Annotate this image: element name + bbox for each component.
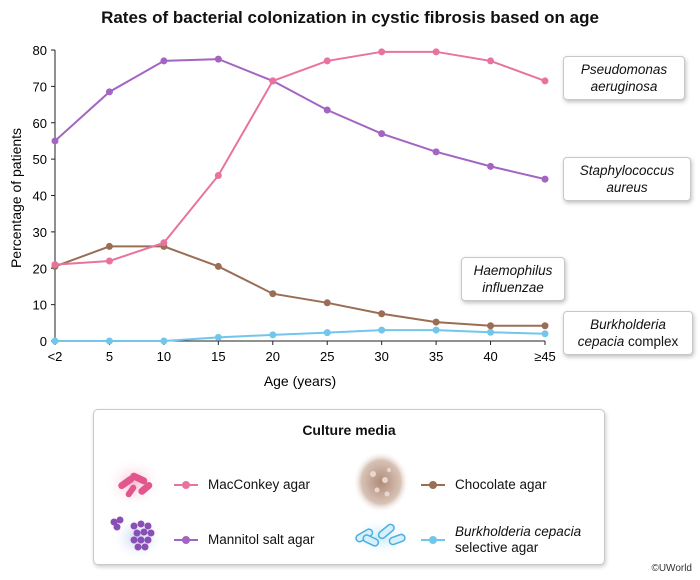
y-tick-label: 80 (33, 43, 47, 58)
x-tick-label: ≥45 (534, 349, 556, 364)
legend-label-macconkey: MacConkey agar (208, 477, 311, 492)
data-point-2-4 (269, 290, 277, 298)
data-point-3-5 (323, 329, 331, 337)
rod-bacteria-icon (105, 458, 163, 508)
data-point-2-1 (105, 242, 113, 250)
x-tick-label: 5 (106, 349, 113, 364)
blue-rod-bacteria-icon (350, 517, 412, 557)
y-tick-label: 0 (40, 334, 47, 349)
legend-label-burkholderia-rest: selective agar (455, 540, 539, 555)
data-point-1-1 (105, 88, 113, 96)
x-tick-label: <2 (48, 349, 63, 364)
data-point-1-6 (378, 130, 386, 138)
data-point-3-8 (487, 328, 495, 336)
legend-swatch-burkholderia (421, 536, 445, 544)
line-chart: 0 10 20 30 40 50 60 70 80 <2 5 10 15 20 25 30 35 40 ≥45 Ag… (8, 43, 556, 389)
data-point-0-1 (105, 257, 113, 265)
x-tick-label: 20 (266, 349, 280, 364)
y-axis-label: Percentage of patients (8, 128, 24, 268)
series-lines (51, 48, 549, 345)
callout-burkholderia-line1: Burkholderia (590, 317, 666, 332)
data-point-0-8 (487, 57, 495, 65)
series-line-3 (55, 329, 546, 342)
x-axis-label: Age (years) (264, 373, 336, 389)
callout-pseudomonas-line1: Pseudomonas (580, 62, 668, 77)
credit: ©UWorld (651, 563, 692, 574)
callout-burkholderia: Burkholderia cepacia complex (563, 311, 693, 355)
tick-labels: 0 10 20 30 40 50 60 70 80 <2 5 10 15 20 25 30 35 40 ≥45 (33, 43, 556, 364)
x-tick-label: 40 (483, 349, 497, 364)
data-point-2-6 (378, 310, 386, 318)
data-point-3-3 (214, 333, 222, 341)
cocci-cluster-icon (110, 515, 164, 561)
data-point-0-9 (541, 77, 549, 85)
callout-staphylococcus-line2: aureus (606, 180, 648, 195)
y-tick-label: 40 (33, 189, 47, 204)
data-point-3-7 (432, 326, 440, 334)
data-point-1-9 (541, 175, 549, 183)
data-point-2-9 (541, 322, 549, 330)
callout-burkholderia-line2a: cepacia (577, 334, 625, 349)
data-point-3-1 (105, 337, 113, 345)
legend-label-mannitol: Mannitol salt agar (208, 532, 315, 547)
series-line-2 (54, 245, 545, 327)
data-point-2-5 (323, 299, 331, 307)
data-point-1-8 (487, 162, 495, 170)
callout-haemophilus-line1: Haemophilus (473, 263, 553, 278)
data-point-0-7 (432, 48, 440, 56)
data-point-3-2 (160, 337, 168, 345)
data-point-0-6 (378, 48, 386, 56)
data-point-3-4 (269, 331, 277, 339)
callout-staphylococcus: Staphylococcus aureus (563, 157, 691, 201)
legend-title: Culture media (302, 422, 396, 438)
chocolate-agar-icon (353, 451, 409, 513)
callout-burkholderia-line2b: complex (624, 334, 679, 349)
data-point-3-6 (378, 326, 386, 334)
x-tick-label: 10 (157, 349, 171, 364)
data-point-1-7 (432, 148, 440, 156)
x-tick-label: 25 (320, 349, 334, 364)
data-point-1-5 (323, 106, 331, 114)
x-tick-label: 15 (211, 349, 225, 364)
callout-staphylococcus-line1: Staphylococcus (579, 163, 675, 178)
legend: Culture media MacConkey agar Chocolate a… (93, 409, 605, 565)
callout-haemophilus: Haemophilus influenzae (461, 257, 565, 301)
data-point-2-7 (432, 318, 440, 326)
series-line-1 (54, 58, 546, 181)
legend-swatch-chocolate (421, 481, 445, 489)
data-point-3-9 (541, 330, 549, 338)
chart-title: Rates of bacterial colonization in cysti… (101, 8, 599, 27)
y-tick-label: 10 (33, 298, 47, 313)
legend-label-chocolate: Chocolate agar (455, 477, 547, 492)
data-point-3-0 (51, 337, 59, 345)
callout-pseudomonas-line2: aeruginosa (590, 79, 658, 94)
data-point-1-3 (214, 55, 222, 63)
y-tick-label: 60 (33, 116, 47, 131)
data-point-1-0 (51, 137, 59, 145)
data-point-0-3 (214, 171, 222, 179)
y-tick-label: 70 (33, 79, 47, 94)
legend-label-burkholderia-italic: Burkholderia cepacia (455, 524, 582, 539)
data-point-2-8 (487, 322, 495, 330)
callout-pseudomonas: Pseudomonas aeruginosa (563, 56, 685, 100)
data-point-0-0 (51, 261, 59, 269)
x-tick-label: 35 (429, 349, 443, 364)
y-tick-label: 30 (33, 225, 47, 240)
legend-swatch-mannitol (174, 536, 198, 544)
data-point-0-4 (269, 77, 277, 85)
y-tick-label: 50 (33, 152, 47, 167)
data-point-0-2 (160, 239, 168, 247)
callout-haemophilus-line2: influenzae (482, 280, 544, 295)
data-point-2-3 (214, 262, 222, 270)
y-tick-label: 20 (33, 261, 47, 276)
data-point-1-2 (160, 57, 168, 65)
legend-swatch-macconkey (174, 481, 198, 489)
x-tick-label: 30 (374, 349, 388, 364)
data-point-0-5 (323, 57, 331, 65)
series-line-0 (54, 50, 546, 266)
